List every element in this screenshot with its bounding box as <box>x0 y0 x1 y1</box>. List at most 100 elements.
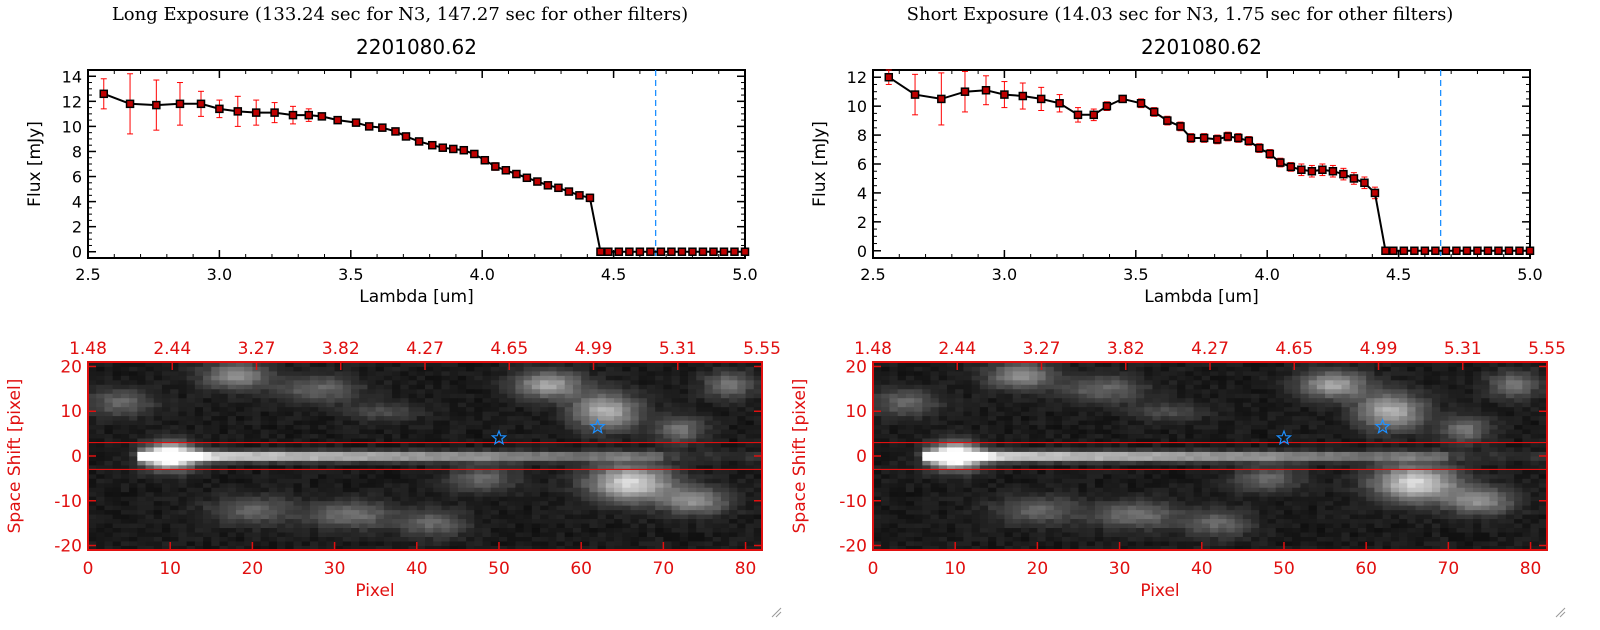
image-pixel <box>170 482 179 488</box>
image-pixel <box>367 384 377 390</box>
image-pixel <box>540 523 549 529</box>
image-pixel <box>326 464 335 470</box>
image-pixel <box>720 487 730 493</box>
top-tick-label: 3.82 <box>322 339 360 359</box>
image-pixel <box>203 541 212 546</box>
image-pixel <box>474 366 483 372</box>
image-pixel <box>301 388 311 394</box>
image-pixel <box>988 505 997 511</box>
short-spectrum-plot: 2201080.622.5 3.0 3.5 4.0 4.5 5.0024681012Lam… <box>810 35 1543 307</box>
image-pixel <box>211 473 220 479</box>
image-pixel <box>922 469 931 475</box>
image-pixel <box>597 487 607 493</box>
image-pixel <box>285 523 294 529</box>
image-pixel <box>449 393 459 399</box>
image-pixel <box>638 420 648 426</box>
image-pixel <box>392 406 401 412</box>
image-pixel <box>351 411 360 417</box>
image-pixel <box>523 482 533 488</box>
image-pixel <box>712 442 722 448</box>
image-pixel <box>955 487 964 493</box>
image-pixel <box>614 415 623 421</box>
image-pixel <box>482 541 492 546</box>
image-pixel <box>392 536 401 542</box>
image-pixel <box>679 505 689 511</box>
image-pixel <box>614 523 623 529</box>
image-pixel <box>301 496 311 502</box>
image-pixel <box>219 536 229 542</box>
image-pixel <box>449 532 459 537</box>
image-pixel <box>318 442 327 448</box>
image-pixel <box>729 487 738 493</box>
image-pixel <box>979 473 989 479</box>
image-pixel <box>235 536 245 542</box>
image-pixel <box>301 433 311 439</box>
y-tick-label: 10 <box>60 402 82 422</box>
image-pixel <box>359 442 368 448</box>
image-pixel <box>922 536 931 542</box>
image-pixel <box>605 464 615 470</box>
data-point <box>1213 135 1222 144</box>
image-pixel <box>137 487 146 493</box>
image-pixel <box>564 397 574 403</box>
image-pixel <box>425 536 434 542</box>
image-pixel <box>490 451 500 457</box>
image-pixel <box>548 379 557 385</box>
image-pixel <box>153 411 163 417</box>
image-pixel <box>671 491 681 497</box>
image-pixel <box>1004 415 1014 421</box>
image-pixel <box>745 375 755 381</box>
image-pixel <box>531 393 541 399</box>
image-pixel <box>630 532 640 537</box>
image-pixel <box>449 527 459 533</box>
image-pixel <box>433 379 442 385</box>
image-pixel <box>556 451 566 457</box>
image-pixel <box>897 505 907 511</box>
image-pixel <box>873 388 882 394</box>
image-pixel <box>515 420 525 426</box>
image-pixel <box>988 433 997 439</box>
image-pixel <box>938 496 948 502</box>
image-pixel <box>889 509 899 515</box>
image-pixel <box>293 447 303 452</box>
image-pixel <box>170 379 179 385</box>
image-pixel <box>227 384 237 390</box>
image-pixel <box>383 415 393 421</box>
image-pixel <box>203 500 212 506</box>
image-pixel <box>392 442 401 448</box>
image-pixel <box>474 384 483 390</box>
image-pixel <box>408 496 418 502</box>
image-pixel <box>408 487 418 493</box>
image-pixel <box>688 366 697 372</box>
image-pixel <box>211 362 220 367</box>
image-pixel <box>186 482 196 488</box>
image-pixel <box>655 411 664 417</box>
image-pixel <box>905 415 915 421</box>
image-pixel <box>260 464 270 470</box>
image-pixel <box>129 397 138 403</box>
image-pixel <box>293 429 303 435</box>
image-pixel <box>203 505 212 511</box>
image-pixel <box>408 451 418 457</box>
image-pixel <box>663 429 672 435</box>
image-pixel <box>589 451 599 457</box>
image-pixel <box>914 518 923 524</box>
image-pixel <box>597 460 607 466</box>
image-pixel <box>194 379 204 385</box>
image-pixel <box>153 541 163 546</box>
image-pixel <box>914 496 923 502</box>
image-pixel <box>996 464 1005 470</box>
image-pixel <box>914 500 923 506</box>
image-pixel <box>704 438 714 443</box>
image-pixel <box>375 406 385 412</box>
image-pixel <box>979 362 989 367</box>
image-pixel <box>646 536 656 542</box>
image-pixel <box>971 514 981 520</box>
image-pixel <box>178 545 188 551</box>
image-pixel <box>449 406 459 412</box>
image-pixel <box>211 541 220 546</box>
image-pixel <box>260 523 270 529</box>
image-pixel <box>170 518 179 524</box>
image-pixel <box>881 451 890 457</box>
image-pixel <box>433 415 442 421</box>
